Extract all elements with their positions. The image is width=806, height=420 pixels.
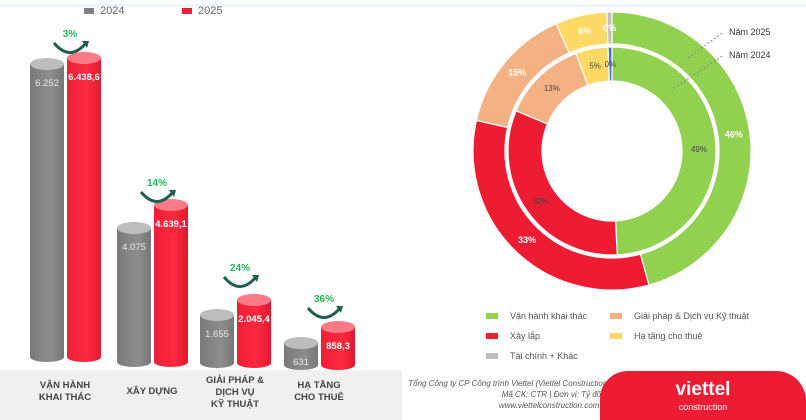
bar-cap [30, 58, 64, 70]
category-label: HẠ TẦNG CHO THUÊ [274, 380, 364, 404]
category-line: GIẢI PHÁP & [206, 375, 264, 386]
top-divider [0, 4, 806, 7]
viettel-logo: viettel construction [600, 371, 806, 420]
annotation-leader [687, 32, 723, 59]
legend-swatch [486, 333, 498, 339]
legend-label: Hạ tầng cho thuê [634, 331, 703, 341]
legend-label: Giải pháp & Dịch vụ Kỹ thuật [634, 311, 750, 321]
curved-arrow-icon [222, 275, 259, 288]
growth-indicator: 14% [132, 178, 182, 210]
category-line: VẬN HÀNH [39, 380, 91, 391]
bar-cap [284, 337, 318, 349]
growth-indicator: 24% [215, 263, 265, 295]
bar-2025: 858,3 [321, 321, 355, 370]
legend-label: Vận hành khai thác [510, 311, 588, 321]
category-label: VẬN HÀNH KHAI THÁC [20, 380, 110, 404]
category-label: XÂY DỰNG [107, 386, 197, 398]
bar-value-label: 2.045,4 [238, 314, 270, 325]
category-line: KHAI THÁC [38, 392, 92, 403]
donut-label: 49% [691, 145, 707, 154]
legend-swatch [486, 353, 498, 359]
category-line: XÂY DỰNG [126, 386, 178, 397]
category-line: KỸ THUẬT [210, 399, 260, 410]
bar-2024: 6.252 [30, 58, 64, 362]
donut-slice-inner [607, 46, 613, 82]
category-band [0, 370, 402, 420]
bar-2025: 4.639,1 [154, 199, 188, 367]
footer-website: www.viettelconstruction.com.vn [498, 401, 610, 410]
donut-label: 32% [533, 197, 549, 206]
growth-indicator: 36% [299, 294, 349, 326]
bar-value-label: 6.438,6 [68, 72, 100, 83]
donut-legend-item: Xây lắp [486, 331, 540, 341]
donut-label: 46% [725, 130, 743, 140]
annotation-leader [672, 55, 723, 90]
legend-swatch [486, 313, 498, 319]
donut-legend-item: Giải pháp & Dịch vụ Kỹ thuật [610, 311, 749, 321]
bar-2024: 631 [284, 337, 318, 370]
annotation-2024: Năm 2024 [729, 50, 771, 60]
annotation-2025: Năm 2025 [729, 27, 771, 37]
donut-label: 33% [518, 235, 536, 245]
category-line: DỊCH VỤ [215, 387, 255, 398]
bar-value-label: 1.655 [205, 329, 229, 340]
donut-label: 15% [508, 68, 526, 78]
footer-company: Tổng Công ty CP Công trình Viettel (Viet… [408, 379, 610, 388]
donut-legend-item: Tài chính + Khác [486, 351, 578, 361]
bar-value-label: 6.252 [35, 78, 59, 89]
growth-label: 3% [62, 29, 78, 40]
bar-2024: 1.655 [200, 309, 234, 368]
growth-label: 36% [313, 294, 334, 305]
category-label: GIẢI PHÁP & DỊCH VỤ KỸ THUẬT [190, 375, 280, 411]
bar-2025: 6.438,6 [67, 52, 101, 362]
donut-label: 6% [578, 26, 591, 36]
legend-swatch [610, 313, 622, 319]
bar-value-label: 4.639,1 [155, 219, 187, 230]
bar-cap [321, 321, 355, 333]
bar-cap [237, 294, 271, 306]
legend-label: 2025 [198, 5, 223, 17]
donut-label: 0% [603, 23, 616, 33]
legend-label: Xây lắp [510, 331, 541, 341]
donut-legend-item: Hạ tầng cho thuê [610, 331, 703, 341]
logo-sub: construction [678, 402, 728, 412]
logo-brand: viettel [675, 379, 731, 400]
curved-arrow-icon [139, 190, 176, 203]
donut-chart: 46% 33% 15% 6% 0% 49% 32% 13% 5% 0% [472, 11, 752, 290]
legend-label: 2024 [100, 5, 125, 17]
bar-value-label: 858,3 [326, 341, 350, 352]
bar-cap [200, 309, 234, 321]
bar-value-label: 631 [293, 357, 309, 368]
category-line: HẠ TẦNG [297, 380, 341, 391]
bar-2025: 2.045,4 [237, 294, 271, 368]
legend-swatch [84, 8, 94, 14]
donut-slice-outer [611, 11, 752, 286]
donut-label: 5% [589, 62, 601, 71]
donut-slice-outer [606, 11, 613, 45]
legend-label: Tài chính + Khác [510, 351, 578, 361]
legend-2024: 2024 [84, 5, 124, 17]
legend-swatch [182, 8, 192, 14]
bar-cap [154, 199, 188, 211]
growth-label: 14% [146, 178, 167, 189]
bar-2024: 4.075 [117, 222, 151, 367]
donut-slice-inner [611, 46, 717, 256]
bar-cap [67, 52, 101, 64]
curved-arrow-icon [52, 41, 89, 54]
donut-label: 13% [544, 84, 560, 93]
donut-label: 0% [605, 60, 617, 69]
legend-2025: 2025 [182, 5, 222, 17]
donut-legend-item: Vận hành khai thác [486, 311, 587, 321]
category-line: CHO THUÊ [294, 392, 344, 403]
bar-value-label: 4.075 [122, 242, 146, 253]
curved-arrow-icon [306, 306, 343, 319]
legend-swatch [610, 333, 622, 339]
footer-code: Mã CK: CTR | Đơn vị: Tỷ đồng [501, 390, 610, 399]
growth-label: 24% [229, 263, 250, 274]
footer-info: Tổng Công ty CP Công trình Viettel (Viet… [380, 378, 610, 411]
bar-cap [117, 222, 151, 234]
growth-indicator: 3% [45, 29, 95, 61]
